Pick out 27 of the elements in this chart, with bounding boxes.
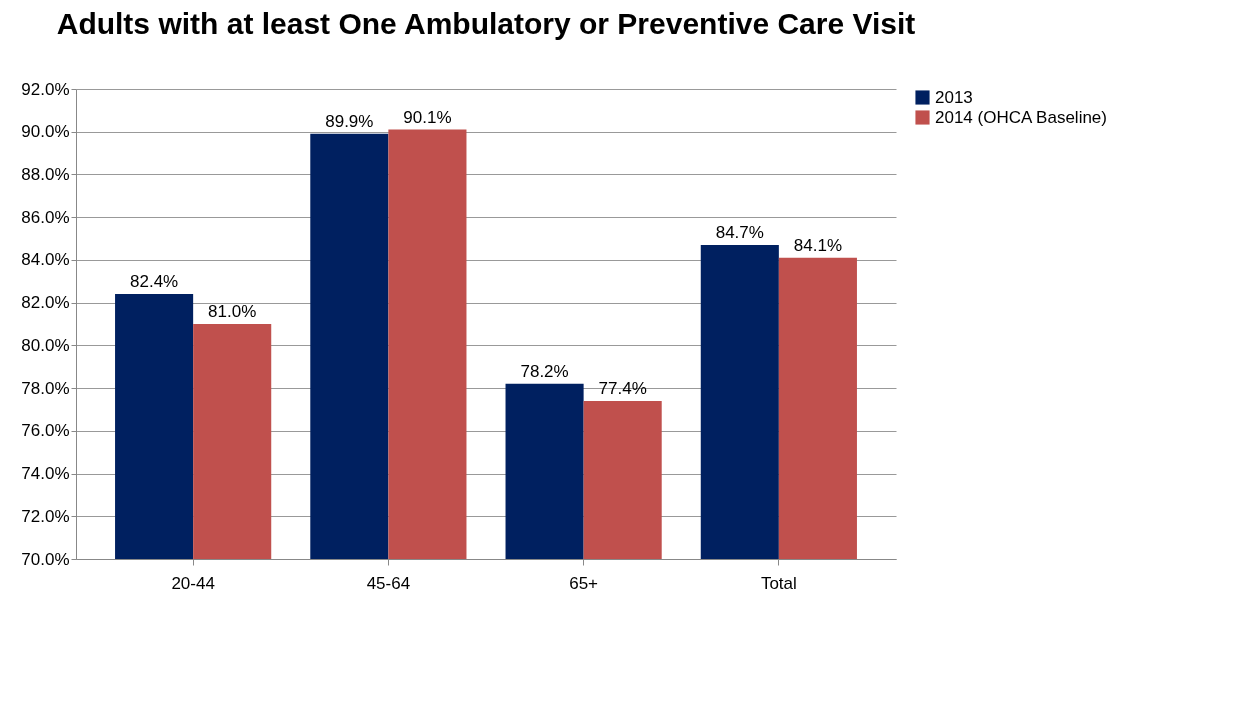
y-tick-label: 90.0% [21, 122, 70, 142]
data-label: 77.4% [598, 378, 647, 398]
data-label: 81.0% [208, 302, 257, 321]
legend-label: 2014 (OHCA Baseline) [935, 107, 1107, 127]
y-tick-label: 92.0% [21, 79, 70, 99]
y-tick-label: 70.0% [21, 549, 70, 569]
legend-label: 2013 [935, 87, 973, 107]
data-label: 82.4% [129, 272, 179, 292]
x-tick-label: 20-44 [171, 573, 215, 593]
chart-title: Adults with at least One Ambulatory or Preventive Care Visit [56, 7, 916, 40]
data-label: 90.1% [403, 107, 452, 127]
y-tick-label: 84.0% [21, 250, 70, 270]
y-tick-label: 74.0% [21, 464, 70, 484]
data-label: 78.2% [520, 361, 569, 381]
y-tick-label: 78.0% [21, 378, 70, 398]
x-tick-label: 45-64 [366, 573, 411, 593]
x-tick-label: 65+ [569, 573, 599, 593]
data-label: 84.7% [715, 222, 764, 242]
y-tick-label: 86.0% [21, 207, 70, 227]
y-tick-label: 72.0% [21, 506, 70, 526]
x-tick-label: Total [760, 573, 797, 593]
y-tick-label: 80.0% [21, 335, 70, 355]
data-label: 89.9% [325, 111, 374, 131]
y-tick-label: 88.0% [21, 164, 70, 184]
y-tick-label: 82.0% [21, 293, 70, 313]
y-tick-label: 76.0% [21, 421, 70, 441]
data-label: 84.1% [793, 235, 843, 255]
